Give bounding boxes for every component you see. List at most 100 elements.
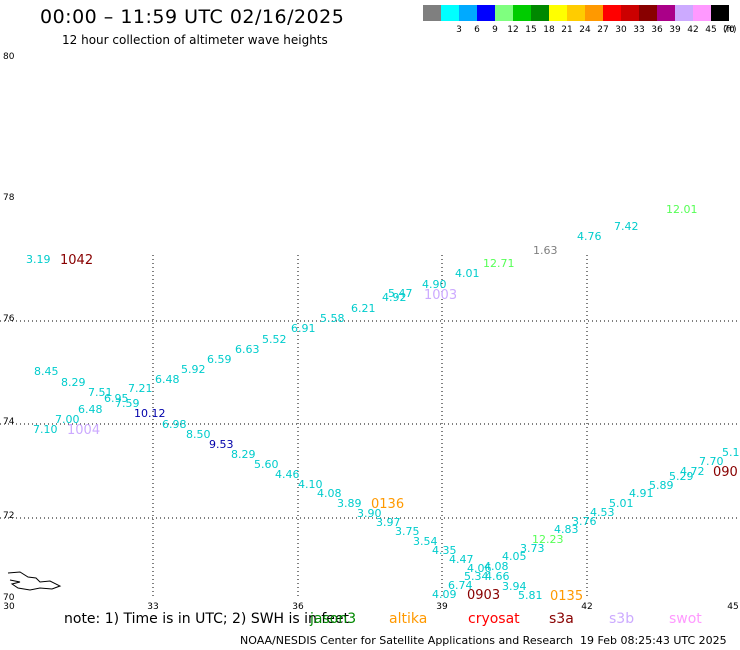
wave-height-value: 6.74: [448, 579, 473, 592]
chart-subtitle: 12 hour collection of altimeter wave hei…: [62, 33, 328, 47]
wave-height-value: 8.50: [186, 428, 211, 441]
wave-height-value: 8.29: [231, 448, 256, 461]
wave-height-value: 8.29: [61, 376, 86, 389]
colorbar-tick-label: 21: [561, 25, 572, 35]
colorbar-tick-label: 70: [723, 25, 735, 35]
colorbar-swatch: [495, 5, 513, 21]
colorbar-swatch: [675, 5, 693, 21]
wave-height-value: 3.97: [376, 516, 401, 529]
wave-height-value: 7.59: [115, 397, 140, 410]
wave-height-value: 6.63: [235, 343, 260, 356]
lon-label: 39: [436, 602, 448, 612]
colorbar-swatch: [459, 5, 477, 21]
wave-height-value: 4.83: [554, 523, 579, 536]
colorbar-tick-label: 9: [492, 25, 498, 35]
pass-time-label: 0136: [371, 497, 404, 512]
colorbar-tick-label: 27: [597, 25, 608, 35]
wave-height-value: 4.53: [590, 506, 615, 519]
wave-height-value: 6.21: [351, 302, 376, 315]
wave-height-value: 1.63: [533, 244, 558, 257]
wave-height-value: 6.48: [78, 403, 103, 416]
colorbar-tick-label: 6: [474, 25, 480, 35]
wave-height-value: 4.01: [455, 267, 480, 280]
colorbar-swatch: [639, 5, 657, 21]
wave-height-value: 3.76: [572, 515, 597, 528]
chart-title: 00:00 – 11:59 UTC 02/16/2025: [40, 6, 345, 28]
coastline-fragment: [7, 571, 62, 591]
wave-height-value: 3.89: [337, 497, 362, 510]
wave-height-value: 4.08: [484, 560, 509, 573]
satellite-legend-item: cryosat: [468, 611, 520, 627]
wave-height-value: 6.95: [104, 392, 129, 405]
wave-height-value: 5.34: [464, 570, 489, 583]
wave-height-value: 7.10: [33, 423, 58, 436]
colorbar-tick-label: 39: [669, 25, 681, 35]
colorbar-swatch: [603, 5, 621, 21]
wave-height-value: 3.54: [413, 535, 438, 548]
wave-height-value: 5.52: [262, 333, 287, 346]
wave-height-value: 4.47: [449, 553, 474, 566]
satellite-legend-item: altika: [389, 611, 428, 627]
colorbar-swatch: [477, 5, 495, 21]
wave-height-value: 5.81: [518, 589, 543, 602]
pass-time-label: 1042: [60, 253, 93, 268]
colorbar-swatch: [441, 5, 459, 21]
footer-timestamp: 19 Feb 08:25:43 UTC 2025: [580, 634, 727, 647]
lon-label: 33: [147, 602, 158, 612]
wave-height-value: 4.90: [422, 278, 447, 291]
colorbar-tick-label: 36: [651, 25, 663, 35]
wave-height-value: 3.73: [520, 542, 545, 555]
colorbar-swatch: [693, 5, 711, 21]
lon-label: 45: [727, 602, 738, 612]
wave-height-value: 8.45: [34, 365, 59, 378]
pass-time-label: 1004: [67, 423, 100, 438]
note-text: note: 1) Time is in UTC; 2) SWH is in fe…: [64, 611, 350, 627]
wave-height-value: 12.01: [666, 203, 698, 216]
wave-height-value: 7.42: [614, 220, 639, 233]
wave-height-value: 4.35: [432, 544, 457, 557]
wave-height-value: 7.21: [128, 382, 153, 395]
wave-height-value: 5.47: [388, 287, 413, 300]
satellite-legend-item: s3b: [609, 611, 635, 627]
wave-height-value: 4.92: [382, 291, 407, 304]
wave-height-value: 4.91: [629, 487, 654, 500]
footer-credit: NOAA/NESDIS Center for Satellite Applica…: [240, 634, 574, 647]
lon-label: 30: [3, 602, 15, 612]
wave-height-value: 5.60: [254, 458, 279, 471]
wave-height-value: 6.48: [155, 373, 180, 386]
colorbar-unit: (ft): [723, 25, 737, 35]
wave-height-value: 4.46: [275, 468, 300, 481]
colorbar-tick-label: 12: [507, 25, 518, 35]
colorbar-swatch: [549, 5, 567, 21]
colorbar-tick-label: 33: [633, 25, 644, 35]
wave-height-value: 4.10: [298, 478, 323, 491]
wave-height-value: 4.06: [467, 562, 492, 575]
wave-height-value: 4.05: [502, 550, 527, 563]
lon-label: 42: [581, 602, 592, 612]
coastline-path: [7, 571, 62, 591]
lat-label: 72: [3, 511, 14, 521]
colorbar-tick-label: 18: [543, 25, 555, 35]
map-grid: [0, 255, 740, 598]
pass-time-label: 0135: [550, 589, 583, 604]
colorbar-swatch: [567, 5, 585, 21]
lat-label: 80: [3, 52, 15, 62]
wave-height-value: 7.00: [55, 413, 80, 426]
wave-height-value: 12.71: [483, 257, 515, 270]
wave-height-value: 4.09: [432, 588, 457, 601]
wave-height-value: 5.01: [609, 497, 634, 510]
wave-height-value: 3.75: [395, 525, 420, 538]
wave-height-value: 6.91: [291, 322, 316, 335]
lat-label: 70: [3, 593, 15, 603]
pass-time-label: 090: [713, 465, 738, 480]
colorbar-tick-label: 3: [456, 25, 462, 35]
lon-label: 36: [292, 602, 304, 612]
lat-label: 76: [3, 314, 15, 324]
wave-height-value: 6.98: [162, 418, 187, 431]
colorbar-tick-label: 30: [615, 25, 627, 35]
wave-height-labels: 3.198.458.297.516.957.597.216.487.007.10…: [26, 203, 740, 602]
colorbar-tick-label: 42: [687, 25, 698, 35]
pass-time-label: 0903: [467, 588, 500, 603]
wave-height-value: 7.51: [88, 386, 113, 399]
wave-height-value: 5.58: [320, 312, 345, 325]
